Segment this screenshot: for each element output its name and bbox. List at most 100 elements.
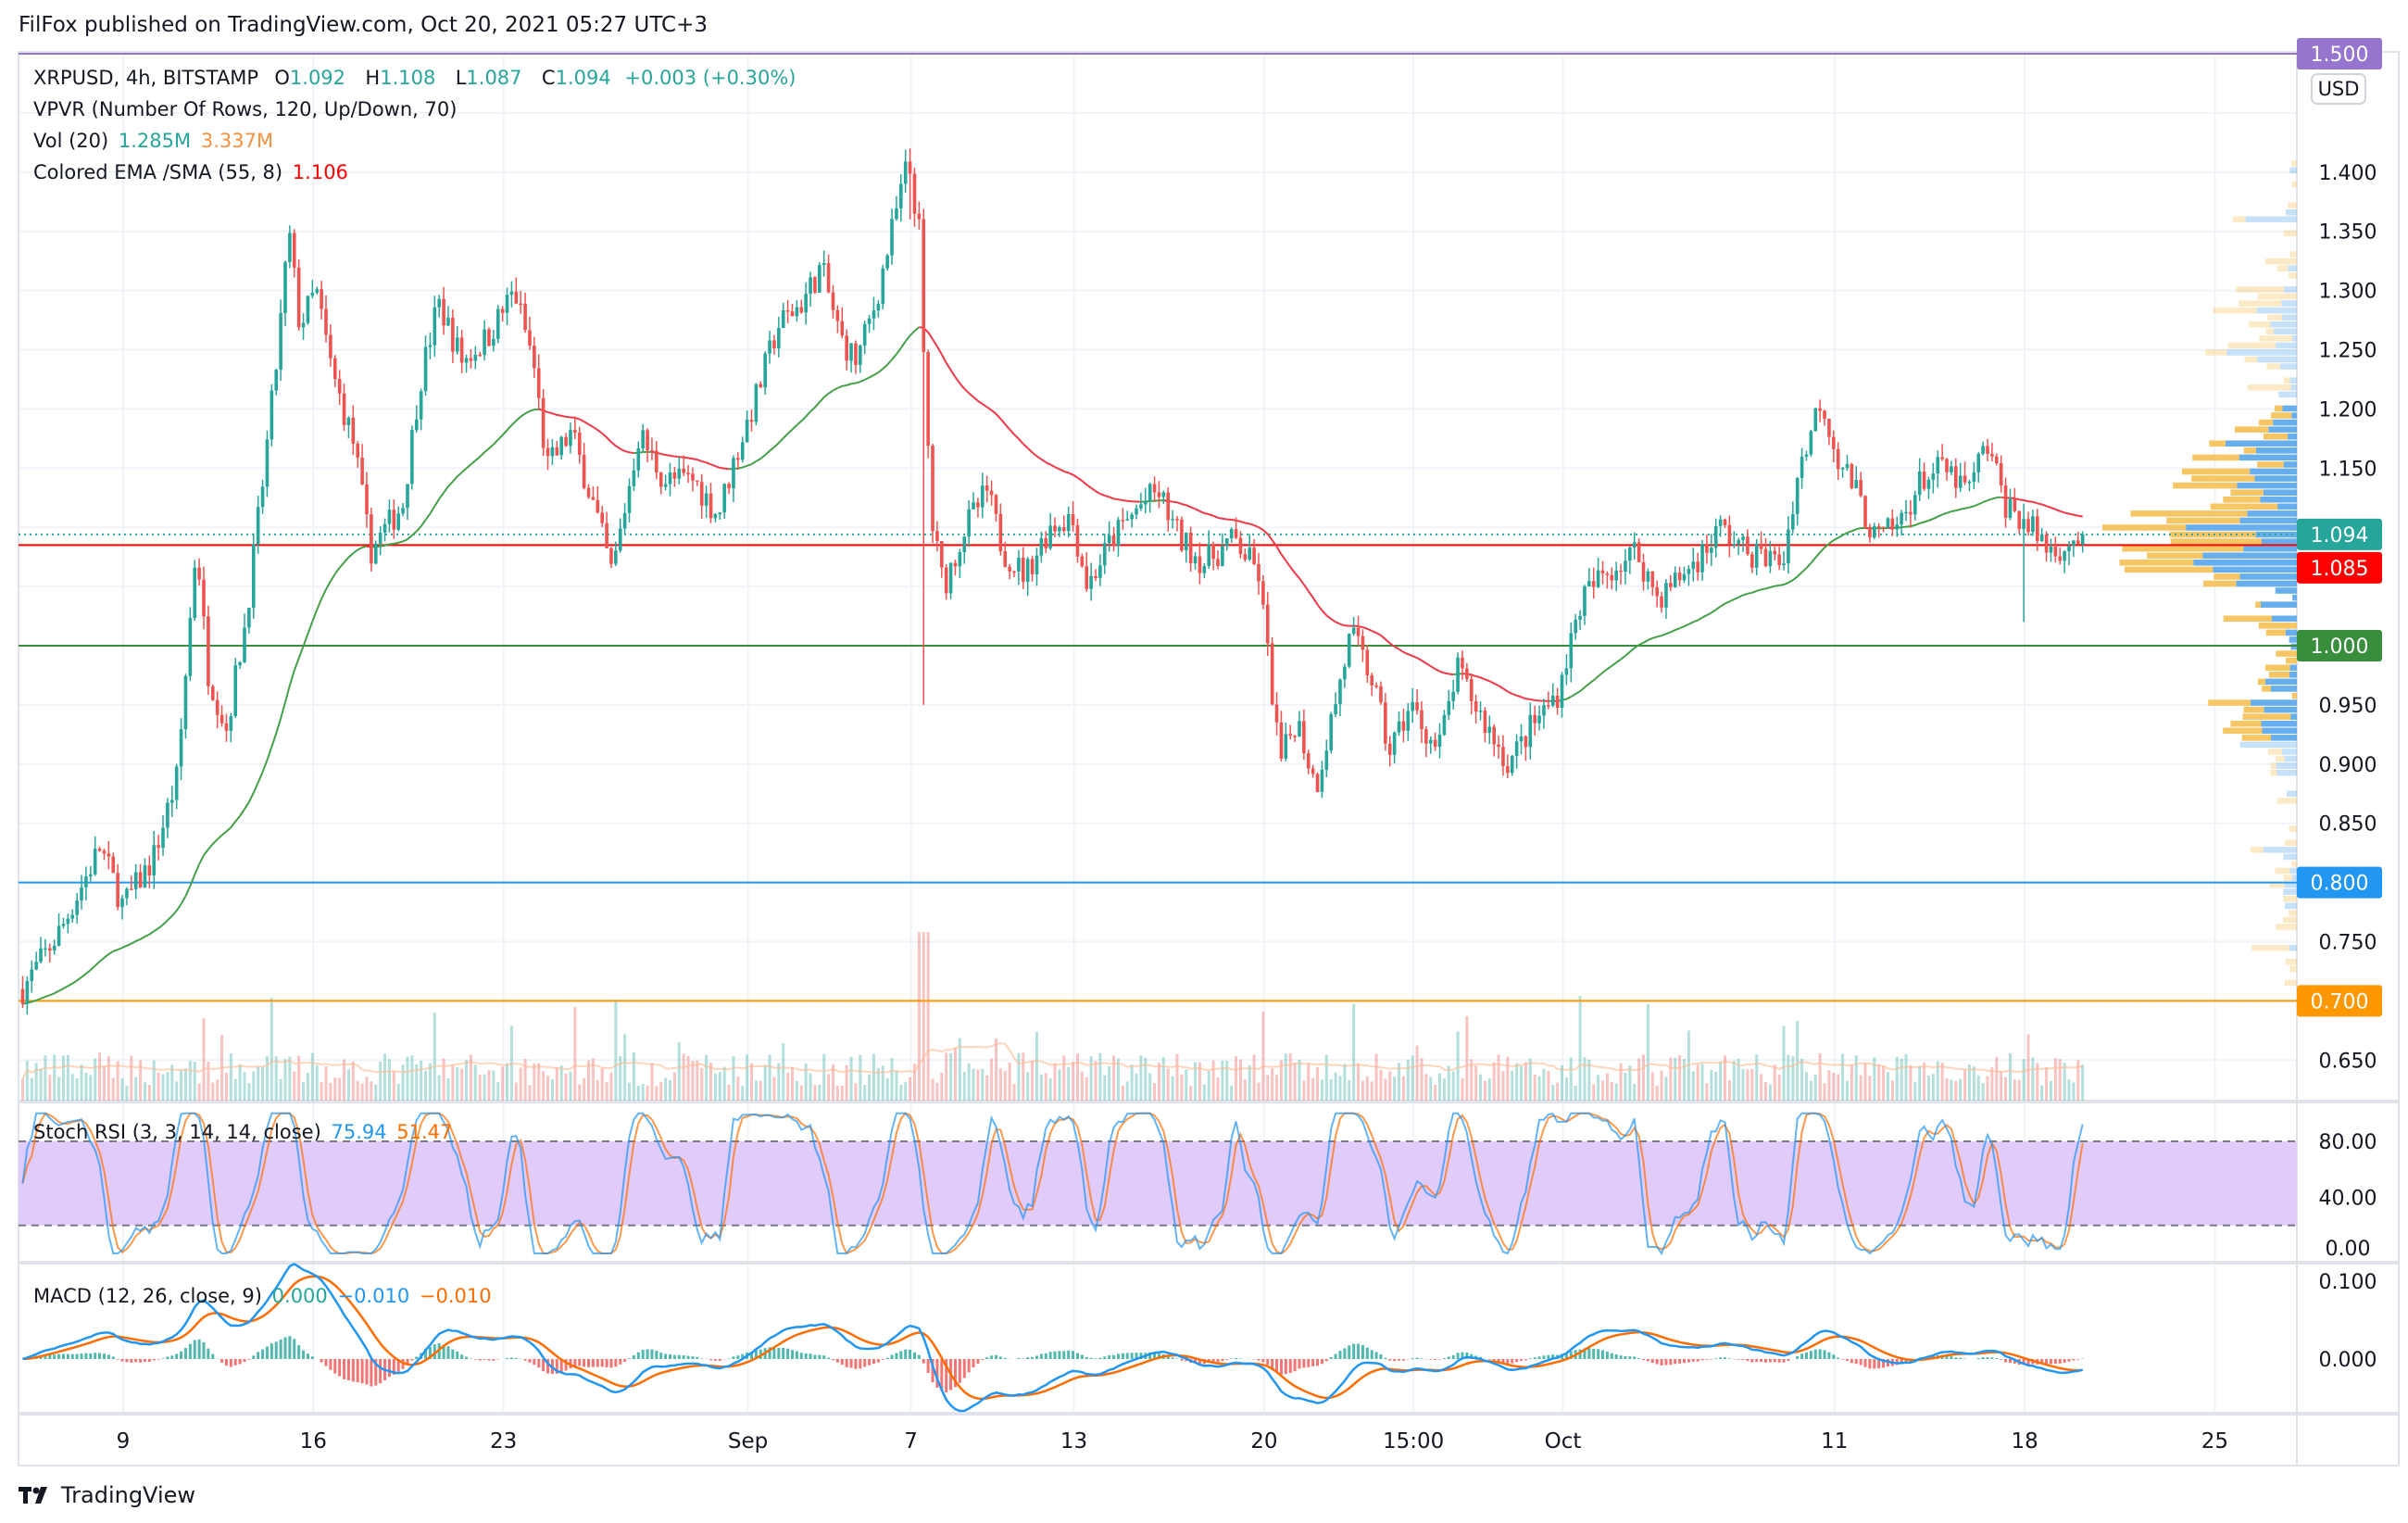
ema-segment bbox=[1606, 665, 1612, 671]
candle-body bbox=[1913, 495, 1917, 515]
ema-segment bbox=[1775, 584, 1780, 587]
volume-bar bbox=[147, 1085, 151, 1101]
candle-body bbox=[1587, 581, 1591, 586]
volume-bar bbox=[53, 1054, 56, 1101]
macd-histogram-bar bbox=[1859, 1359, 1862, 1366]
macd-histogram-bar bbox=[139, 1359, 143, 1363]
ema-segment bbox=[1403, 651, 1409, 656]
volume-profile-down-bar bbox=[2236, 580, 2297, 587]
volume-bar bbox=[1886, 1072, 1889, 1101]
ema-segment bbox=[805, 410, 811, 418]
volume-profile-up-bar bbox=[2271, 412, 2292, 419]
symbol-info[interactable]: XRPUSD, 4h, BITSTAMP bbox=[33, 67, 258, 89]
macd-histogram-bar bbox=[257, 1352, 260, 1359]
volume-bar bbox=[1139, 1055, 1143, 1101]
candle-body bbox=[1950, 466, 1953, 472]
macd-legend[interactable]: MACD (12, 26, close, 9) 0.000 −0.010 −0.… bbox=[33, 1285, 495, 1307]
vpvr-legend[interactable]: VPVR (Number Of Rows, 120, Up/Down, 70) bbox=[33, 98, 460, 120]
candle-body bbox=[627, 485, 632, 513]
ema-segment bbox=[1651, 636, 1658, 639]
volume-bar bbox=[478, 1075, 482, 1101]
volume-bar bbox=[1130, 1064, 1134, 1101]
volume-profile-down-bar bbox=[2284, 881, 2297, 888]
currency-badge[interactable]: USD bbox=[2318, 78, 2360, 100]
ema-segment bbox=[1765, 586, 1771, 590]
ema-segment bbox=[1932, 515, 1938, 520]
candle-body bbox=[1999, 462, 2003, 486]
candle-body bbox=[912, 173, 917, 214]
volume-bar bbox=[1175, 1053, 1179, 1101]
volume-legend[interactable]: Vol (20) 1.285M 3.337M bbox=[33, 130, 277, 152]
volume-profile-down-bar bbox=[2263, 489, 2297, 496]
ema-segment bbox=[819, 396, 825, 403]
macd-histogram-bar bbox=[1429, 1359, 1433, 1360]
macd-histogram-bar bbox=[1547, 1354, 1550, 1359]
ema-segment bbox=[579, 418, 585, 422]
ema-segment bbox=[167, 915, 173, 922]
volume-bar bbox=[1931, 1074, 1935, 1101]
volume-bar bbox=[134, 1076, 138, 1101]
macd-histogram-bar bbox=[2067, 1359, 2071, 1362]
volume-profile-up-bar bbox=[2249, 321, 2271, 328]
macd-histogram-bar bbox=[1398, 1359, 1401, 1361]
volume-bar bbox=[1619, 1063, 1623, 1101]
volume-profile-down-bar bbox=[2281, 749, 2297, 755]
volume-profile-up-bar bbox=[2276, 265, 2289, 272]
stoch-tick-label: 80.00 bbox=[2319, 1131, 2377, 1154]
candle-body bbox=[120, 898, 124, 908]
volume-bar bbox=[170, 1064, 174, 1101]
volume-bar bbox=[94, 1058, 97, 1101]
candle-body bbox=[1243, 554, 1248, 560]
volume-profile-up-bar bbox=[2283, 230, 2297, 237]
ema-segment bbox=[1828, 539, 1835, 545]
volume-bar bbox=[682, 1053, 685, 1101]
candle-body bbox=[125, 888, 129, 899]
candle-body bbox=[854, 343, 858, 365]
candle-body bbox=[1727, 524, 1732, 545]
macd-histogram-bar bbox=[396, 1359, 400, 1372]
volume-bar bbox=[483, 1074, 486, 1101]
candle-body bbox=[1171, 519, 1174, 521]
macd-histogram-bar bbox=[1837, 1357, 1840, 1359]
time-tick-label: 16 bbox=[300, 1429, 327, 1454]
volume-bar bbox=[1035, 1031, 1038, 1101]
candle-body bbox=[97, 849, 102, 851]
candle-body bbox=[469, 358, 473, 361]
candle-body bbox=[492, 338, 495, 346]
macd-histogram-bar bbox=[343, 1359, 346, 1379]
volume-bar bbox=[1800, 1059, 1804, 1101]
macd-histogram-bar bbox=[1719, 1357, 1723, 1359]
candle-body bbox=[473, 354, 478, 361]
candle-body bbox=[1804, 454, 1809, 457]
candle-body bbox=[1257, 563, 1260, 582]
volume-bar bbox=[605, 1082, 608, 1101]
volume-bar bbox=[1039, 1074, 1043, 1101]
candle-body bbox=[116, 873, 119, 908]
candle-body bbox=[324, 308, 328, 335]
ema-segment bbox=[557, 413, 562, 417]
macd-histogram-bar bbox=[1257, 1359, 1260, 1361]
candle-body bbox=[107, 853, 111, 857]
ema-segment bbox=[1018, 438, 1024, 445]
macd-histogram-bar bbox=[1235, 1357, 1238, 1359]
volume-bar bbox=[2045, 1067, 2049, 1101]
macd-histogram-bar bbox=[1035, 1355, 1038, 1359]
stoch-legend[interactable]: Stoch RSI (3, 3, 14, 14, close) 75.94 51… bbox=[33, 1121, 456, 1143]
macd-histogram-bar bbox=[1886, 1359, 1889, 1367]
candle-body bbox=[985, 485, 989, 491]
ema-segment bbox=[293, 658, 300, 672]
volume-bar bbox=[1465, 1016, 1469, 1101]
ema-segment bbox=[999, 418, 1007, 425]
ema-segment bbox=[1670, 629, 1676, 634]
candle-body bbox=[859, 345, 862, 365]
macd-histogram-bar bbox=[1601, 1350, 1605, 1359]
macd-histogram-bar bbox=[53, 1354, 56, 1359]
candle-body bbox=[1723, 519, 1727, 525]
ema-legend[interactable]: Colored EMA /SMA (55, 8) 1.106 bbox=[33, 161, 352, 183]
candle-body bbox=[210, 686, 215, 700]
volume-profile-up-bar bbox=[2170, 538, 2262, 545]
ema-segment bbox=[2014, 497, 2020, 501]
tradingview-logo[interactable]: TradingView bbox=[19, 1482, 195, 1508]
ema-segment bbox=[2041, 503, 2047, 508]
